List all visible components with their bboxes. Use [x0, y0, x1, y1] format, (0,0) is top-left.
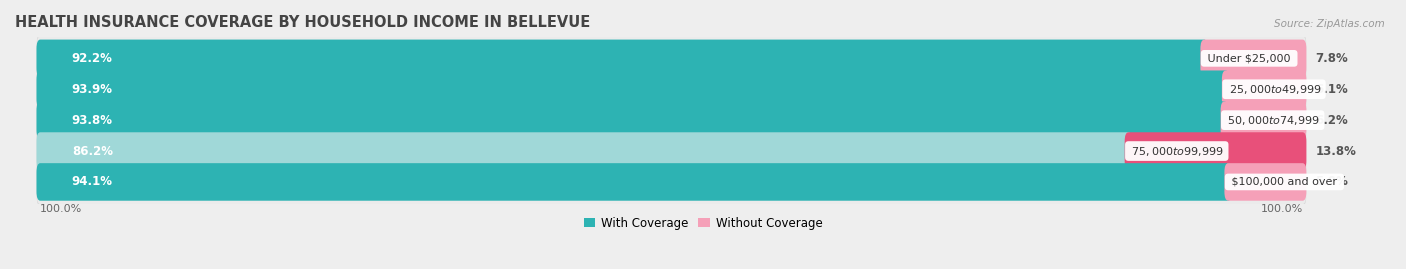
Text: 93.8%: 93.8% [72, 114, 112, 127]
FancyBboxPatch shape [37, 65, 1306, 113]
FancyBboxPatch shape [1225, 163, 1306, 201]
FancyBboxPatch shape [37, 163, 1232, 201]
Text: HEALTH INSURANCE COVERAGE BY HOUSEHOLD INCOME IN BELLEVUE: HEALTH INSURANCE COVERAGE BY HOUSEHOLD I… [15, 15, 591, 30]
FancyBboxPatch shape [37, 129, 1306, 173]
Text: 13.8%: 13.8% [1315, 144, 1357, 158]
FancyBboxPatch shape [1220, 101, 1306, 139]
Legend: With Coverage, Without Coverage: With Coverage, Without Coverage [579, 212, 827, 234]
FancyBboxPatch shape [37, 98, 1306, 142]
Text: 86.2%: 86.2% [72, 144, 112, 158]
FancyBboxPatch shape [37, 36, 1306, 80]
Text: 93.9%: 93.9% [72, 83, 112, 96]
FancyBboxPatch shape [37, 132, 1132, 170]
FancyBboxPatch shape [37, 67, 1306, 111]
Text: 94.1%: 94.1% [72, 175, 112, 189]
FancyBboxPatch shape [37, 158, 1306, 206]
Text: $75,000 to $99,999: $75,000 to $99,999 [1129, 144, 1225, 158]
FancyBboxPatch shape [37, 101, 1227, 139]
FancyBboxPatch shape [1222, 70, 1306, 108]
Text: Under $25,000: Under $25,000 [1204, 53, 1294, 63]
FancyBboxPatch shape [37, 40, 1208, 77]
Text: 5.9%: 5.9% [1315, 175, 1348, 189]
Text: $100,000 and over: $100,000 and over [1229, 177, 1341, 187]
Text: 92.2%: 92.2% [72, 52, 112, 65]
FancyBboxPatch shape [37, 160, 1306, 204]
Text: 6.2%: 6.2% [1315, 114, 1348, 127]
Text: $25,000 to $49,999: $25,000 to $49,999 [1226, 83, 1323, 96]
Text: 6.1%: 6.1% [1315, 83, 1348, 96]
Text: 100.0%: 100.0% [1260, 204, 1302, 214]
FancyBboxPatch shape [1201, 40, 1306, 77]
FancyBboxPatch shape [37, 35, 1306, 82]
Text: $50,000 to $74,999: $50,000 to $74,999 [1225, 114, 1322, 127]
FancyBboxPatch shape [37, 70, 1229, 108]
FancyBboxPatch shape [1125, 132, 1306, 170]
Text: 7.8%: 7.8% [1315, 52, 1348, 65]
FancyBboxPatch shape [37, 96, 1306, 144]
FancyBboxPatch shape [37, 127, 1306, 175]
Text: 100.0%: 100.0% [41, 204, 83, 214]
Text: Source: ZipAtlas.com: Source: ZipAtlas.com [1274, 19, 1385, 29]
